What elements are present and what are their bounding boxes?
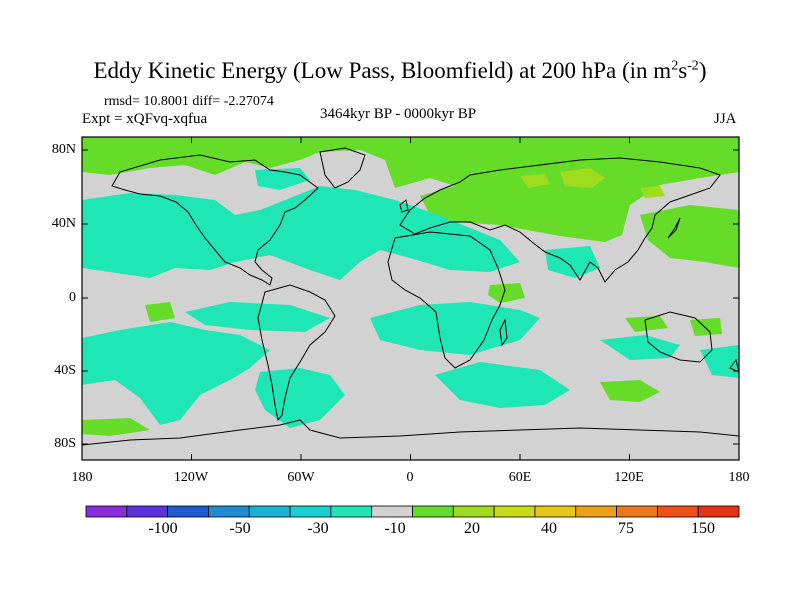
map-field xyxy=(82,137,739,460)
colorbar-label: 75 xyxy=(618,520,634,537)
lon-label: 120E xyxy=(614,470,644,485)
colorbar-label: 150 xyxy=(691,520,715,537)
positive-anomaly-region xyxy=(600,380,660,402)
negative-anomaly-region xyxy=(255,168,310,190)
lon-label: 120W xyxy=(173,470,209,485)
coastline-south-america xyxy=(257,284,336,422)
axis-ticks xyxy=(81,137,740,460)
lat-label: 40S xyxy=(54,363,76,378)
plot-title: Eddy Kinetic Energy (Low Pass, Bloomfiel… xyxy=(93,58,707,83)
lon-label: 180 xyxy=(71,470,93,485)
colorbar-swatch xyxy=(85,505,128,518)
coastline-antarctica xyxy=(82,419,739,446)
coastlines xyxy=(82,147,739,446)
coastline-greenland xyxy=(319,147,366,189)
colorbar-swatch xyxy=(575,505,617,518)
lat-label: 40N xyxy=(51,216,76,231)
strong-positive-anomaly-region xyxy=(560,168,605,188)
coastline-japan xyxy=(667,217,681,239)
positive-anomaly-region xyxy=(488,283,525,303)
positive-anomaly-region xyxy=(690,318,722,336)
coastline-eurasia xyxy=(399,157,721,283)
positive-anomaly-region xyxy=(640,205,739,268)
strong-positive-anomaly-region xyxy=(640,186,665,198)
colorbar-swatch xyxy=(330,505,373,518)
coastline-uk xyxy=(399,199,409,213)
negative-anomaly-region xyxy=(82,322,270,425)
experiment-label: Expt = xQFvq-xqfua xyxy=(82,111,208,127)
lat-label: 0 xyxy=(69,290,76,305)
colorbar-swatch xyxy=(697,505,740,518)
colorbar-swatch xyxy=(412,505,454,518)
coastline-australia xyxy=(644,311,713,363)
colorbar-label: -10 xyxy=(384,520,406,537)
negative-anomaly-region xyxy=(700,345,739,378)
season-label: JJA xyxy=(714,111,737,127)
lat-label: 80N xyxy=(51,142,76,157)
lon-label: 180 xyxy=(728,470,750,485)
colorbar-label: -100 xyxy=(148,520,178,537)
colorbar-swatch xyxy=(493,505,536,518)
positive-anomaly-region xyxy=(145,302,175,322)
colorbar-swatch xyxy=(289,505,332,518)
strong-positive-anomaly-region xyxy=(520,174,550,188)
negative-anomaly-region xyxy=(255,368,345,428)
rmsd-diff-text: rmsd= 10.8001 diff= -2.27074 xyxy=(104,94,274,109)
colorbar xyxy=(85,505,740,518)
colorbar-label: 20 xyxy=(464,520,480,537)
colorbar-swatch xyxy=(167,505,209,518)
coastline-north-america xyxy=(111,154,319,286)
positive-anomaly-region xyxy=(82,418,150,436)
time-period-label: 3464kyr BP - 0000kyr BP xyxy=(320,106,477,122)
colorbar-swatch xyxy=(656,505,699,518)
lon-label: 60E xyxy=(508,470,532,485)
positive-anomaly-region xyxy=(82,137,739,242)
coastline-africa xyxy=(387,231,506,369)
negative-anomaly-region xyxy=(600,335,680,360)
coastline-new-zealand xyxy=(729,358,739,373)
colorbar-label: -50 xyxy=(229,520,251,537)
colorbar-swatch xyxy=(208,505,250,518)
colorbar-swatch xyxy=(616,505,658,518)
lon-label: 60W xyxy=(287,470,315,485)
lon-label: 0 xyxy=(406,470,414,485)
colorbar-swatch xyxy=(371,505,413,518)
negative-anomaly-region xyxy=(435,362,570,408)
negative-anomaly-region xyxy=(370,302,540,355)
lat-label: 80S xyxy=(54,436,76,451)
colorbar-swatch xyxy=(452,505,495,518)
colorbar-label: -30 xyxy=(307,520,329,537)
positive-anomaly-region xyxy=(625,316,668,332)
colorbar-swatch xyxy=(126,505,169,518)
colorbar-label: 40 xyxy=(541,520,557,537)
colorbar-swatch xyxy=(534,505,577,518)
colorbar-swatch xyxy=(248,505,291,518)
negative-anomaly-region xyxy=(185,302,330,332)
negative-anomaly-region xyxy=(545,246,600,278)
coastline-madagascar xyxy=(499,318,508,347)
